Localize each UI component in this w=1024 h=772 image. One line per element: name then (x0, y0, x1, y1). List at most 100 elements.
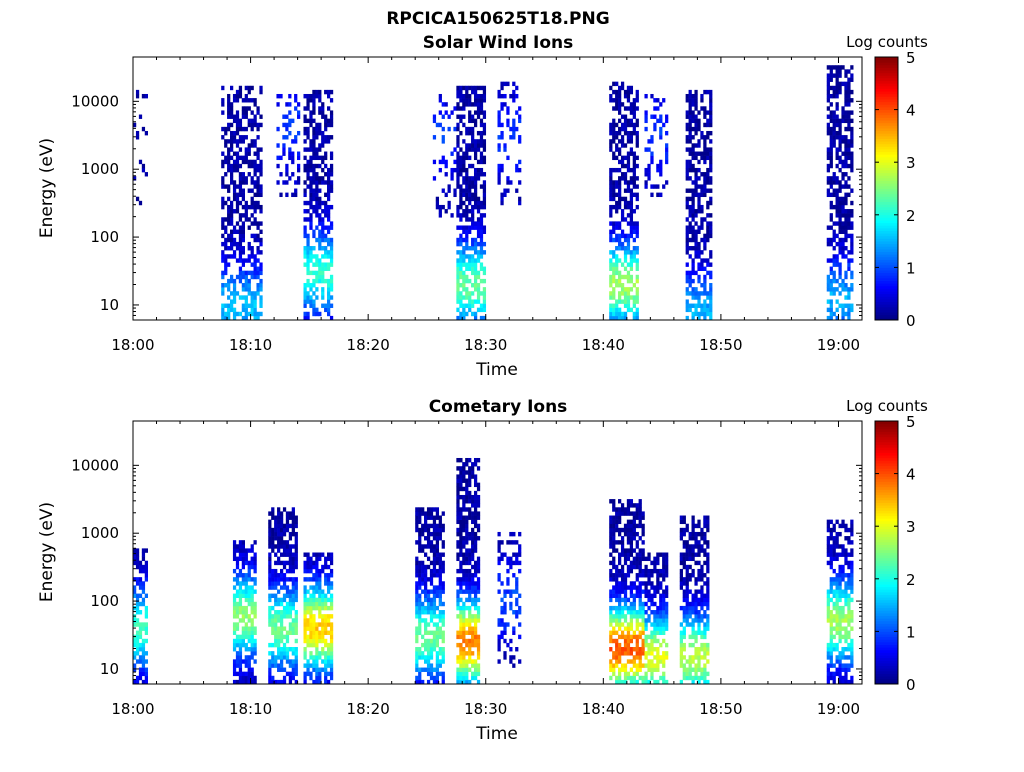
heatmap-cell (500, 631, 503, 635)
heatmap-cell (424, 581, 427, 585)
heatmap-cell (294, 98, 297, 102)
heatmap-cell (306, 626, 309, 630)
heatmap-cell (324, 676, 327, 680)
heatmap-cell (659, 172, 662, 176)
heatmap-cell (836, 197, 839, 201)
heatmap-cell (462, 168, 465, 172)
heatmap-cell (830, 205, 833, 209)
heatmap-cell (327, 618, 330, 622)
heatmap-cell (321, 221, 324, 225)
heatmap-cell (236, 152, 239, 156)
heatmap-cell (624, 676, 627, 680)
heatmap-cell (838, 189, 841, 193)
heatmap-cell (239, 230, 242, 234)
heatmap-cell (312, 119, 315, 123)
heatmap-cell (456, 308, 459, 312)
heatmap-cell (286, 553, 289, 557)
heatmap-cell (251, 291, 254, 295)
heatmap-cell (424, 528, 427, 532)
heatmap-cell (686, 548, 689, 552)
heatmap-cell (289, 647, 292, 651)
heatmap-cell (624, 234, 627, 238)
heatmap-cell (639, 573, 642, 577)
heatmap-cell (627, 119, 630, 123)
heatmap-cell (621, 164, 624, 168)
heatmap-cell (415, 573, 418, 577)
heatmap-cell (683, 516, 686, 520)
heatmap-cell (330, 585, 333, 589)
heatmap-cell (500, 540, 503, 544)
heatmap-cell (309, 614, 312, 618)
heatmap-cell (650, 643, 653, 647)
heatmap-cell (459, 647, 462, 651)
heatmap-cell (689, 164, 692, 168)
heatmap-cell (833, 123, 836, 127)
heatmap-cell (609, 184, 612, 188)
heatmap-cell (280, 610, 283, 614)
heatmap-cell (618, 532, 621, 536)
heatmap-cell (689, 225, 692, 229)
heatmap-cell (303, 217, 306, 221)
heatmap-cell (271, 606, 274, 610)
heatmap-cell (227, 156, 230, 160)
heatmap-cell (271, 573, 274, 577)
heatmap-cell (615, 143, 618, 147)
heatmap-cell (427, 577, 430, 581)
heatmap-cell (291, 193, 294, 197)
heatmap-cell (227, 283, 230, 287)
heatmap-cell (830, 115, 833, 119)
heatmap-cell (639, 520, 642, 524)
heatmap-cell (245, 205, 248, 209)
heatmap-cell (239, 267, 242, 271)
heatmap-cell (689, 160, 692, 164)
heatmap-cell (248, 283, 251, 287)
heatmap-cell (145, 651, 148, 655)
heatmap-cell (306, 164, 309, 168)
heatmap-cell (459, 528, 462, 532)
heatmap-cell (686, 225, 689, 229)
heatmap-cell (465, 668, 468, 672)
heatmap-cell (289, 565, 292, 569)
heatmap-cell (318, 205, 321, 209)
heatmap-cell (427, 622, 430, 626)
heatmap-cell (700, 106, 703, 110)
heatmap-cell (830, 184, 833, 188)
heatmap-cell (415, 569, 418, 573)
heatmap-cell (327, 557, 330, 561)
heatmap-cell (327, 581, 330, 585)
heatmap-cell (697, 647, 700, 651)
heatmap-cell (145, 569, 148, 573)
heatmap-cell (289, 602, 292, 606)
heatmap-cell (650, 659, 653, 663)
heatmap-cell (445, 110, 448, 114)
heatmap-cell (694, 606, 697, 610)
heatmap-cell (474, 102, 477, 106)
heatmap-cell (309, 594, 312, 598)
heatmap-cell (844, 119, 847, 123)
y-tick-label: 100 (90, 228, 119, 246)
heatmap-cell (636, 205, 639, 209)
heatmap-cell (230, 135, 233, 139)
heatmap-cell (256, 176, 259, 180)
heatmap-cell (500, 164, 503, 168)
heatmap-cell (689, 308, 692, 312)
colorbar-swatch (875, 309, 898, 312)
heatmap-cell (456, 225, 459, 229)
heatmap-cell (609, 532, 612, 536)
heatmap-cell (665, 610, 668, 614)
heatmap-cell (433, 516, 436, 520)
heatmap-cell (251, 589, 254, 593)
heatmap-cell (327, 291, 330, 295)
heatmap-cell (471, 143, 474, 147)
heatmap-cell (280, 647, 283, 651)
heatmap-cell (498, 164, 501, 168)
heatmap-cell (615, 569, 618, 573)
heatmap-cell (459, 225, 462, 229)
heatmap-cell (689, 602, 692, 606)
heatmap-cell (459, 172, 462, 176)
heatmap-cell (686, 230, 689, 234)
heatmap-cell (221, 152, 224, 156)
heatmap-cell (630, 221, 633, 225)
heatmap-cell (415, 610, 418, 614)
heatmap-cell (515, 127, 518, 131)
